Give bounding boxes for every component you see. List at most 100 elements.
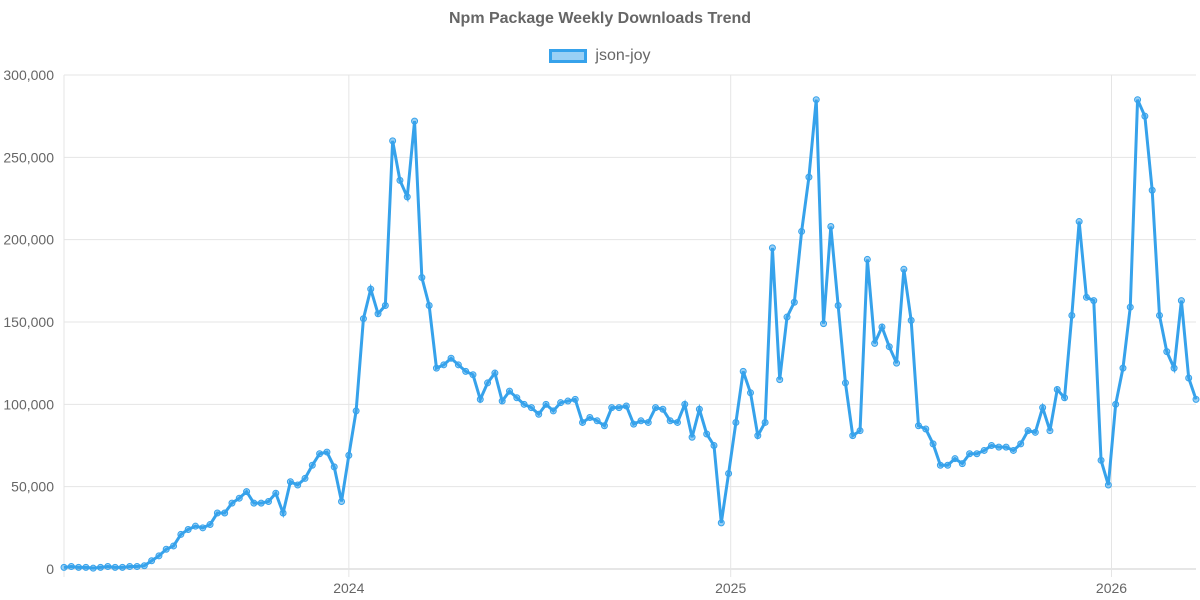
- data-point: [213, 509, 221, 517]
- data-point: [717, 519, 725, 527]
- y-tick-label: 250,000: [3, 149, 54, 165]
- data-point: [754, 432, 762, 440]
- data-point: [177, 530, 185, 538]
- data-point: [104, 563, 112, 571]
- data-point: [1134, 96, 1142, 104]
- data-point: [447, 354, 455, 362]
- data-point: [973, 450, 981, 458]
- data-point: [644, 418, 652, 426]
- data-point: [359, 315, 367, 323]
- data-point: [673, 418, 681, 426]
- data-point: [1046, 427, 1054, 435]
- data-point: [579, 418, 587, 426]
- legend-label[interactable]: json-joy: [595, 47, 651, 64]
- data-point: [170, 542, 178, 550]
- data-point: [126, 563, 134, 571]
- data-point: [316, 450, 324, 458]
- data-point: [338, 497, 346, 505]
- data-point: [1009, 446, 1017, 454]
- data-point: [243, 488, 251, 496]
- x-tick-label: 2026: [1096, 580, 1127, 596]
- data-point: [761, 418, 769, 426]
- data-point: [191, 522, 199, 530]
- x-tick-label: 2025: [715, 580, 746, 596]
- data-point: [710, 442, 718, 449]
- data-point: [1177, 297, 1185, 305]
- data-point: [885, 343, 893, 351]
- data-point: [1082, 293, 1090, 301]
- data-point: [469, 371, 477, 379]
- data-point: [308, 461, 316, 469]
- data-point: [75, 563, 83, 571]
- data-point: [1053, 386, 1061, 394]
- data-point: [367, 285, 375, 293]
- data-point: [454, 361, 462, 369]
- data-point: [863, 255, 871, 263]
- data-point: [184, 525, 192, 533]
- y-tick-label: 300,000: [3, 67, 54, 83]
- data-point: [630, 420, 638, 428]
- series-line: [63, 99, 1198, 570]
- data-point: [542, 400, 550, 408]
- data-point: [878, 323, 886, 331]
- data-point: [1061, 394, 1069, 402]
- data-point: [1097, 456, 1105, 464]
- data-point: [286, 478, 294, 486]
- data-point: [783, 313, 791, 321]
- data-point: [841, 379, 849, 387]
- data-point: [1024, 427, 1032, 435]
- data-point: [922, 425, 930, 433]
- data-point: [1126, 303, 1134, 311]
- data-point: [820, 320, 828, 328]
- data-point: [1002, 443, 1010, 451]
- data-point: [564, 397, 572, 405]
- data-point: [988, 442, 996, 449]
- data-point: [250, 499, 258, 507]
- data-point: [871, 339, 879, 347]
- data-point: [652, 404, 660, 412]
- y-tick-label: 150,000: [3, 314, 54, 330]
- data-point: [1075, 218, 1083, 226]
- data-point: [944, 461, 952, 469]
- data-point: [798, 227, 806, 235]
- data-point: [235, 494, 243, 502]
- data-point: [396, 176, 404, 184]
- data-point: [520, 400, 528, 408]
- data-point: [411, 117, 419, 125]
- data-point: [1039, 404, 1047, 412]
- data-point: [221, 509, 229, 517]
- data-point: [1170, 364, 1178, 372]
- data-point: [980, 446, 988, 454]
- data-point: [1090, 297, 1098, 305]
- data-point: [790, 298, 798, 306]
- data-point: [1031, 428, 1039, 436]
- data-point: [294, 481, 302, 489]
- data-point: [995, 443, 1003, 451]
- data-point: [936, 461, 944, 469]
- data-point: [162, 545, 170, 553]
- data-point: [425, 302, 433, 310]
- data-point: [1163, 348, 1171, 356]
- data-point: [681, 400, 689, 408]
- data-point: [272, 489, 280, 497]
- data-point: [703, 430, 711, 438]
- data-point: [659, 405, 667, 413]
- data-point: [914, 422, 922, 430]
- y-tick-label: 200,000: [3, 232, 54, 248]
- data-point: [586, 414, 594, 422]
- data-point: [1155, 311, 1163, 319]
- data-point: [374, 310, 382, 318]
- data-point: [549, 407, 557, 415]
- legend-swatch[interactable]: [549, 49, 588, 63]
- data-point: [812, 96, 820, 104]
- data-point: [155, 552, 163, 560]
- chart-title: Npm Package Weekly Downloads Trend: [448, 10, 752, 27]
- data-point: [264, 497, 272, 505]
- data-point: [301, 474, 309, 482]
- legend: json-joy: [0, 47, 1200, 65]
- data-point: [381, 302, 389, 310]
- data-point: [907, 316, 915, 324]
- y-tick-label: 100,000: [3, 396, 54, 412]
- data-point: [1148, 186, 1156, 194]
